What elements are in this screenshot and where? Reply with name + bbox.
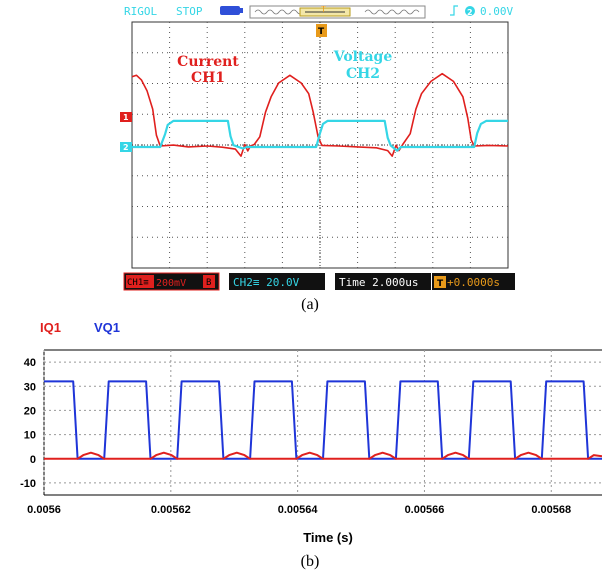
legend-vq1: VQ1 <box>94 320 120 335</box>
x-tick-label: 0.00562 <box>151 504 191 516</box>
timebase-box: Time 2.000us <box>335 273 431 290</box>
ch1-scale-box: CH1≡ 200mV B <box>123 272 220 291</box>
oscilloscope-screen: RIGOL STOP T 2 0.00V T 1 2 Current CH1 V… <box>120 5 515 291</box>
trigger-marker: T <box>316 24 327 37</box>
caption-b: (b) <box>300 553 320 570</box>
memory-bar-icon <box>220 6 243 15</box>
ch2-scale-box: CH2≡ 20.0V <box>229 273 325 290</box>
brand-label: RIGOL <box>124 5 157 18</box>
voltage-label: Voltage <box>333 49 393 65</box>
svg-text:+0.0000s: +0.0000s <box>447 276 500 289</box>
svg-text:CH2≡ 20.0V: CH2≡ 20.0V <box>233 276 300 289</box>
svg-text:CH1≡: CH1≡ <box>127 278 149 288</box>
svg-text:T: T <box>318 27 325 37</box>
y-tick-label: 30 <box>24 381 36 393</box>
vq1-series-line <box>44 380 602 460</box>
scope-traces <box>131 72 509 157</box>
caption-a: (a) <box>301 296 319 313</box>
legend-iq1: IQ1 <box>40 320 61 335</box>
ch1-ground-marker: 1 <box>120 112 132 122</box>
y-tick-label: 10 <box>24 430 36 442</box>
x-axis-label: Time (s) <box>303 530 353 545</box>
svg-text:1: 1 <box>123 113 129 122</box>
trigger-channel-badge: 2 <box>465 6 475 17</box>
svg-text:Time 2.000us: Time 2.000us <box>339 276 418 289</box>
svg-text:B: B <box>206 278 211 288</box>
y-tick-label: 40 <box>24 357 36 369</box>
svg-text:200mV: 200mV <box>156 278 186 289</box>
trigger-level-readout: 0.00V <box>480 5 513 18</box>
current-label: Current <box>177 54 239 70</box>
current-channel-label: CH1 <box>191 70 225 86</box>
iq1-series-line <box>44 451 602 460</box>
simulation-chart: IQ1 VQ1 -10 0 10 20 30 40 0.0056 0.00562 0.00564… <box>20 320 602 545</box>
scope-grid <box>131 21 509 269</box>
sim-traces <box>44 380 602 460</box>
x-tick-label: 0.00566 <box>405 504 445 516</box>
rising-edge-icon <box>450 5 458 16</box>
delay-box: T +0.0000s <box>432 273 515 290</box>
sim-grid <box>43 349 602 496</box>
sim-axis-ticks: -10 0 10 20 30 40 0.0056 0.00562 0.00564 0.00566 0… <box>20 357 571 516</box>
trigger-position-marker: T <box>320 5 326 14</box>
y-tick-label: 0 <box>30 454 36 466</box>
x-tick-label: 0.00568 <box>531 504 571 516</box>
x-tick-label: 0.0056 <box>27 504 61 516</box>
y-tick-label: 20 <box>24 405 36 417</box>
voltage-channel-label: CH2 <box>346 66 380 82</box>
ch2-ground-marker: 2 <box>120 142 132 152</box>
svg-text:2: 2 <box>123 143 129 152</box>
ch2-voltage-trace <box>132 119 508 152</box>
waveform-overview-strip <box>249 5 426 19</box>
delay-icon: T <box>437 279 444 289</box>
x-tick-label: 0.00564 <box>278 504 319 516</box>
svg-text:2: 2 <box>467 8 473 17</box>
run-state-label: STOP <box>176 5 203 18</box>
y-tick-label: -10 <box>20 478 36 490</box>
ch1-current-trace <box>131 72 509 157</box>
